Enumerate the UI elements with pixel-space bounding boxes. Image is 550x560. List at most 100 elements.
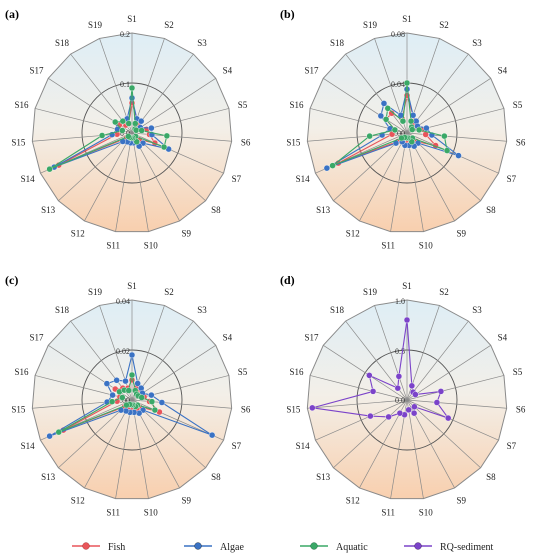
- data-point-c-algae-s19: [122, 377, 129, 385]
- legend-marker-fish: [82, 542, 90, 550]
- spoke-label-b-s15: S15: [286, 137, 301, 147]
- radar-spoke-a-11: [115, 132, 133, 232]
- spoke-label-c-s14: S14: [21, 441, 36, 451]
- data-point-b-algae-s7: [455, 152, 462, 159]
- data-point-c-aquatic-s19: [125, 387, 132, 394]
- data-point-d-rq-sediment-s8: [411, 403, 418, 410]
- radar-spoke-d-3: [406, 320, 469, 401]
- data-point-c-aquatic-s7: [151, 406, 159, 414]
- spoke-label-a-s16: S16: [14, 100, 29, 110]
- data-point-a-aquatic-s14: [46, 165, 53, 173]
- spoke-label-c-s5: S5: [238, 367, 248, 377]
- spoke-label-b-s11: S11: [381, 240, 395, 250]
- spoke-label-d-s3: S3: [472, 305, 482, 315]
- data-point-c-algae-s6: [158, 399, 166, 406]
- spoke-label-a-s14: S14: [21, 174, 36, 184]
- legend-label-algae: Algae: [220, 542, 244, 553]
- spoke-label-c-s7: S7: [232, 441, 242, 451]
- data-point-d-rq-sediment-s5: [437, 388, 445, 395]
- spoke-label-a-s8: S8: [211, 205, 221, 215]
- spoke-label-b-s8: S8: [486, 205, 496, 215]
- spoke-label-d-s7: S7: [507, 441, 517, 451]
- data-point-b-aquatic-s16: [391, 126, 399, 134]
- legend: Fish Algae Aquatic RQ-sediment: [72, 542, 494, 553]
- spoke-label-d-s4: S4: [498, 333, 508, 343]
- spoke-label-c-s3: S3: [197, 305, 207, 315]
- data-point-c-algae-s2: [134, 380, 141, 387]
- spoke-label-d-s2: S2: [439, 287, 449, 297]
- spoke-label-d-s19: S19: [363, 287, 378, 297]
- data-point-a-aquatic-s17: [112, 118, 119, 126]
- data-point-b-aquatic-s18: [384, 105, 392, 112]
- panel-label-c: (c): [5, 273, 18, 287]
- data-point-b-aquatic-s19: [399, 117, 407, 125]
- data-point-c-aquatic-s15: [108, 398, 116, 405]
- spoke-label-b-s1: S1: [402, 14, 412, 24]
- legend-label-aquatic: Aquatic: [336, 542, 368, 553]
- spoke-label-d-s17: S17: [305, 333, 320, 343]
- data-point-b-aquatic-s1: [403, 79, 411, 87]
- ring-label-b-0: 0.00: [391, 129, 405, 138]
- spoke-label-a-s7: S7: [232, 174, 242, 184]
- spoke-label-b-s19: S19: [363, 20, 378, 30]
- legend-item-rq-sediment: RQ-sediment: [404, 542, 494, 553]
- radar-spoke-d-5: [406, 375, 505, 401]
- radar-spoke-a-10: [131, 132, 149, 232]
- data-point-a-algae-s3: [138, 117, 145, 125]
- radar-panel-b: S1 S2 S3 S4 S5 S6 S7 S8 S9 S10 S11 S12 S13 S14 S15 S16 S…: [280, 7, 526, 250]
- data-point-a-aquatic-s16: [119, 127, 126, 134]
- spoke-label-b-s14: S14: [296, 174, 311, 184]
- spoke-label-a-s11: S11: [106, 240, 120, 250]
- legend-marker-rq-sediment: [414, 542, 422, 550]
- data-point-c-aquatic-s6: [148, 398, 156, 405]
- radar-spoke-d-16: [309, 375, 408, 401]
- data-point-d-rq-sediment-s9: [410, 409, 418, 417]
- spoke-label-c-s12: S12: [71, 495, 85, 505]
- data-point-b-aquatic-s15: [366, 132, 373, 140]
- spoke-label-b-s5: S5: [513, 100, 523, 110]
- data-point-d-rq-sediment-s2: [408, 382, 416, 390]
- spoke-label-c-s1: S1: [127, 281, 137, 291]
- radar-spoke-b-10: [406, 132, 424, 232]
- ring-label-a-2: 0.2: [120, 30, 130, 39]
- data-point-d-rq-sediment-s17: [366, 372, 373, 379]
- radar-panel-a: S1 S2 S3 S4 S5 S6 S7 S8 S9 S10 S11 S12 S13 S14 S15 S16 S…: [5, 7, 251, 250]
- data-point-c-algae-s7: [208, 431, 216, 439]
- data-point-a-aquatic-s1: [128, 84, 136, 92]
- ring-label-b-1: 0.04: [391, 80, 405, 89]
- panel-label-b: (b): [280, 7, 295, 21]
- radar-spoke-d-7: [406, 399, 499, 441]
- data-point-d-rq-sediment-s12: [396, 409, 404, 417]
- radar-spoke-d-4: [406, 345, 491, 401]
- radar-spoke-b-12: [359, 132, 408, 222]
- data-point-b-algae-s14: [323, 164, 331, 172]
- spoke-label-c-s2: S2: [164, 287, 174, 297]
- radar-spoke-a-12: [84, 132, 133, 222]
- ring-label-c-2: 0.04: [116, 297, 130, 306]
- spoke-label-a-s15: S15: [11, 137, 26, 147]
- spoke-label-c-s6: S6: [241, 404, 251, 414]
- radar-spoke-c-4: [131, 345, 216, 401]
- spoke-label-d-s9: S9: [457, 495, 467, 505]
- data-point-a-aquatic-s2: [132, 120, 139, 127]
- spoke-label-b-s16: S16: [289, 100, 304, 110]
- legend-item-fish: Fish: [72, 542, 125, 553]
- spoke-label-b-s10: S10: [419, 240, 434, 250]
- spoke-label-b-s9: S9: [457, 228, 467, 238]
- spoke-label-c-s8: S8: [211, 472, 221, 482]
- spoke-label-a-s2: S2: [164, 20, 174, 30]
- radar-spoke-c-19: [99, 305, 133, 401]
- spoke-label-a-s12: S12: [71, 228, 85, 238]
- legend-item-aquatic: Aquatic: [300, 542, 368, 553]
- radar-spoke-b-11: [390, 132, 408, 232]
- spoke-label-b-s6: S6: [516, 137, 526, 147]
- ring-label-c-1: 0.02: [116, 347, 130, 356]
- radar-spoke-c-10: [131, 399, 149, 499]
- spoke-label-c-s4: S4: [223, 333, 233, 343]
- spoke-label-b-s2: S2: [439, 20, 449, 30]
- radar-spoke-d-10: [406, 399, 424, 499]
- spoke-label-d-s5: S5: [513, 367, 523, 377]
- data-point-b-fish-s18: [388, 110, 395, 117]
- data-point-c-algae-s14: [46, 432, 53, 440]
- data-point-d-rq-sediment-s19: [395, 373, 403, 380]
